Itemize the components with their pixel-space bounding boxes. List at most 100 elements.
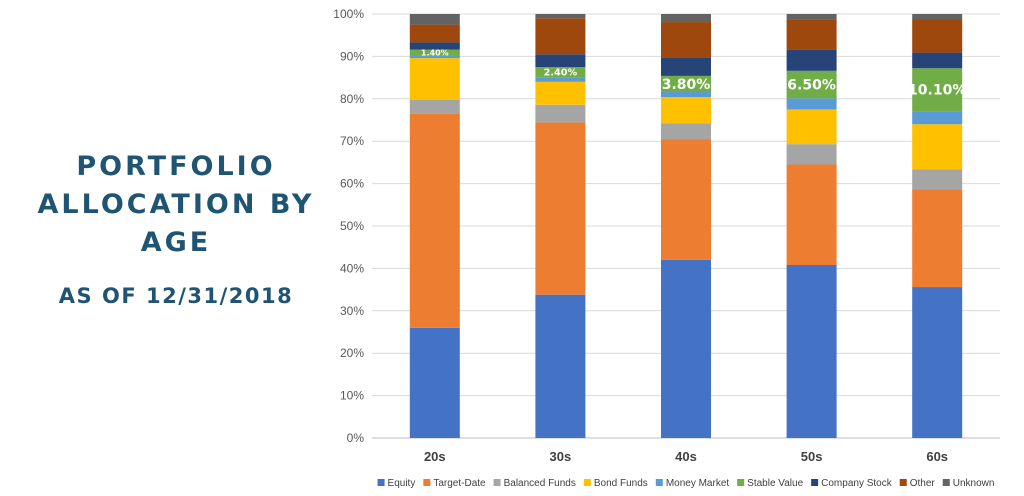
x-category-label: 40s [675,449,697,464]
data-label: 1.40% [421,48,449,57]
legend-item: Company Stock [811,478,893,489]
legend-item: Unknown [942,478,995,489]
bar-segment [535,18,586,55]
legend-label: Money Market [666,478,730,489]
bar-segment [912,189,963,288]
bar-segment [409,49,460,56]
legend-swatch [583,479,591,486]
bar-segment [409,58,460,100]
y-tick-label: 60% [340,177,364,191]
bar-segment [661,75,711,93]
bar-segment [661,97,711,124]
bar-segment [661,22,711,58]
x-category-label: 30s [550,449,572,464]
x-category-label: 50s [801,449,823,464]
title-block: PORTFOLIO ALLOCATION BY AGE AS OF 12/31/… [0,148,352,308]
bar-segment [409,55,460,59]
subtitle: AS OF 12/31/2018 [58,284,294,308]
legend-label: Equity [388,478,416,489]
legend-item: Money Market [655,478,730,489]
bar-segment [786,144,837,165]
legend-swatch [942,479,950,486]
legend-item: Balanced Funds [493,478,576,489]
data-label: 6.50% [787,78,836,94]
bar-segment [535,294,586,438]
bar-segment [661,14,711,23]
bar-segment [661,139,711,260]
bar-segment [409,327,460,438]
bar-segment [409,99,460,114]
bar-segment [661,57,711,76]
y-tick-label: 80% [340,92,364,106]
y-tick-label: 100% [333,7,364,21]
legend-label: Bond Funds [594,478,648,489]
legend-label: Balanced Funds [504,478,576,489]
x-category-label: 60s [926,449,948,464]
bar-segment [409,113,460,328]
x-category-label: 20s [424,449,446,464]
legend-swatch [811,479,819,486]
bar-segment [786,164,837,266]
title-line-3: AGE [140,227,212,258]
labels-layer: 1.40% 20s 2.40% 30s 3.80% 40s 6.50% 50s 10.10% 60… [421,48,966,464]
legend-swatch [737,479,745,486]
y-tick-label: 90% [340,49,364,63]
bar-segment [786,19,837,50]
bar-segment [912,19,963,53]
legend-item: Other [899,478,936,489]
y-tick-label: 40% [340,261,364,275]
y-tick-label: 70% [340,134,364,148]
bar-segment [535,14,586,19]
bar-segment [786,49,837,71]
bar-segment [409,42,460,50]
bars-layer [409,14,963,438]
legend: Equity Target-Date Balanced Funds Bond Fund… [377,478,995,489]
bar-segment [912,68,963,112]
bar-segment [912,52,963,69]
legend-item: Bond Funds [583,478,648,489]
bar-segment [535,77,586,82]
y-tick-label: 20% [340,346,364,360]
legend-label: Stable Value [747,478,803,489]
title-line-1: PORTFOLIO [76,151,276,182]
bar-segment [535,122,586,295]
y-tick-label: 0% [347,431,365,445]
bar-segment [535,67,586,78]
legend-swatch [899,479,907,486]
bar-segment [535,104,586,123]
legend-item: Equity [377,478,416,489]
legend-swatch [423,479,431,486]
bar-segment [786,14,837,20]
legend-label: Target-Date [433,478,486,489]
bar-segment [409,14,460,25]
bar-segment [912,169,963,190]
y-tick-label: 50% [340,219,364,233]
legend-item: Stable Value [737,478,804,489]
bar-segment [409,24,460,43]
data-label: 2.40% [544,68,578,79]
legend-label: Company Stock [821,478,893,489]
bar-segment [535,54,586,67]
data-label: 10.10% [908,83,966,99]
bar-segment [786,265,837,438]
bar-segment [786,109,837,145]
bar-segment [912,287,963,438]
bar-segment [912,111,963,125]
legend-label: Unknown [953,478,995,489]
y-tick-label: 10% [340,389,364,403]
bar-segment [535,81,586,105]
legend-item: Target-Date [423,478,486,489]
legend-label: Other [910,478,936,489]
legend-swatch [655,479,663,486]
data-label: 3.80% [662,77,711,93]
bar-segment [786,98,837,110]
bar-segment [661,92,711,98]
bar-segment [661,123,711,140]
title-line-2: ALLOCATION BY [37,189,315,220]
bar-segment [912,14,963,20]
bar-segment [661,259,711,438]
bar-segment [912,124,963,170]
legend-swatch [377,479,385,486]
legend-swatch [493,479,501,486]
